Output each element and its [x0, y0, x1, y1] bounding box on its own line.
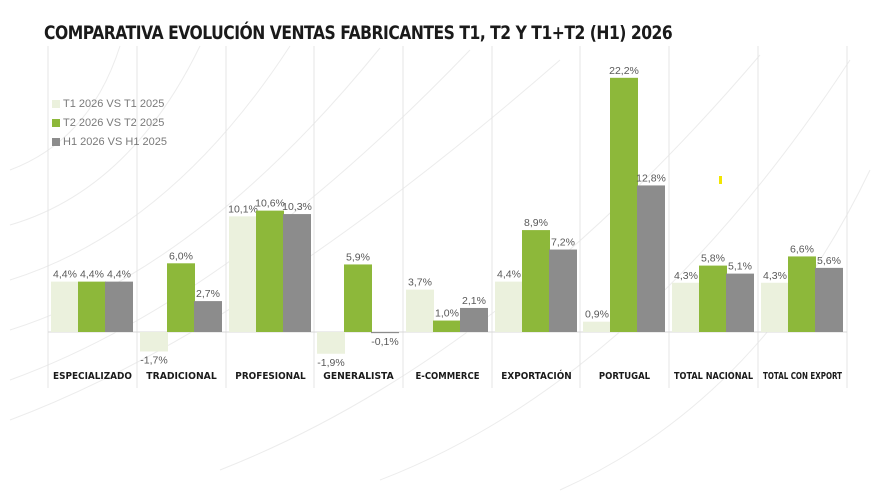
background-curve-4 [9, 45, 201, 226]
legend-label-t2: T2 2026 VS T2 2025 [63, 116, 165, 129]
category-label-0: ESPECIALIZADO [53, 371, 132, 382]
legend-swatch-t2 [52, 118, 60, 127]
bar-h1-3 [371, 332, 399, 334]
bar-h1-4 [460, 307, 488, 332]
data-label-t2-0: 4,4% [80, 269, 104, 281]
bar-t1-6 [583, 321, 611, 332]
bar-t1-1 [140, 332, 168, 352]
bar-t2-1 [167, 263, 195, 332]
category-label-4: E-COMMERCE [416, 371, 480, 382]
category-label-7: TOTAL NACIONAL [674, 371, 754, 382]
legend-item-t2: T2 2026 VS T2 2025 [52, 113, 167, 132]
bar-t2-6 [610, 77, 638, 332]
bar-t2-5 [522, 230, 550, 332]
background-curve-5 [9, 45, 121, 171]
data-label-h1-7: 5,1% [728, 261, 752, 273]
data-label-t1-4: 3,7% [408, 277, 432, 289]
bar-t2-7 [699, 265, 727, 332]
data-label-t2-8: 6,6% [790, 243, 814, 255]
background-curve-8 [559, 169, 871, 491]
data-label-t1-6: 0,9% [585, 309, 609, 321]
data-label-t1-2: 10,1% [228, 203, 258, 215]
chart-marks: 4,4% -1,7% 10,1% -1,9% 3,7% 4,4% 0,9% 4,3% 4,3% 4… [51, 65, 843, 382]
data-label-t2-1: 6,0% [169, 250, 193, 262]
category-label-1: TRADICIONAL [146, 371, 217, 382]
bar-t2-4 [433, 320, 461, 332]
data-label-t1-7: 4,3% [674, 270, 698, 282]
category-label-8: TOTAL CON EXPORT [763, 371, 842, 382]
data-label-t2-6: 22,2% [609, 65, 639, 77]
data-label-h1-4: 2,1% [462, 295, 486, 307]
bar-t1-7 [672, 282, 700, 332]
data-label-t1-8: 4,3% [763, 270, 787, 282]
accent-mark [719, 176, 722, 184]
legend-swatch-t1 [52, 99, 60, 108]
bar-t2-2 [256, 210, 284, 332]
category-label-3: GENERALISTA [323, 371, 394, 382]
category-label-2: PROFESIONAL [235, 371, 306, 382]
bar-h1-8 [815, 267, 843, 332]
bar-h1-6 [637, 185, 665, 332]
legend-swatch-h1 [52, 137, 60, 146]
bar-t1-5 [495, 281, 523, 332]
data-label-h1-8: 5,6% [817, 255, 841, 267]
data-label-h1-2: 10,3% [282, 201, 312, 213]
category-label-5: EXPORTACIÓN [501, 369, 571, 382]
data-label-h1-0: 4,4% [107, 269, 131, 281]
data-label-t1-0: 4,4% [53, 269, 77, 281]
bar-t2-8 [788, 256, 816, 332]
data-label-t2-4: 1,0% [435, 308, 459, 320]
bar-h1-7 [726, 273, 754, 332]
bar-t1-8 [761, 282, 789, 332]
background-curve-3 [9, 45, 291, 281]
data-label-t2-3: 5,9% [346, 251, 370, 263]
data-label-t2-5: 8,9% [524, 217, 548, 229]
data-label-h1-5: 7,2% [551, 237, 575, 249]
bar-h1-5 [549, 249, 577, 332]
legend-label-t1: T1 2026 VS T1 2025 [63, 97, 165, 110]
bar-t1-0 [51, 281, 79, 332]
legend-item-h1: H1 2026 VS H1 2025 [52, 132, 167, 151]
category-label-6: PORTUGAL [599, 371, 651, 382]
data-label-t2-7: 5,8% [701, 253, 725, 265]
bar-t1-3 [317, 332, 345, 354]
background-curve-6 [219, 54, 761, 471]
bar-t1-4 [406, 289, 434, 332]
data-label-t1-5: 4,4% [497, 269, 521, 281]
data-label-t1-3: -1,9% [317, 357, 344, 369]
data-label-h1-6: 12,8% [636, 172, 666, 184]
legend-item-t1: T1 2026 VS T1 2025 [52, 94, 167, 113]
bar-h1-0 [105, 281, 133, 332]
data-label-t1-1: -1,7% [140, 354, 167, 366]
legend: T1 2026 VS T1 2025 T2 2026 VS T2 2025 H1… [52, 94, 167, 151]
bar-t1-2 [229, 216, 257, 332]
legend-label-h1: H1 2026 VS H1 2025 [63, 135, 167, 148]
bar-h1-1 [194, 301, 222, 332]
bar-t2-3 [344, 264, 372, 332]
bar-h1-2 [283, 214, 311, 332]
chart-title: COMPARATIVA EVOLUCIÓN VENTAS FABRICANTES… [44, 22, 673, 44]
data-label-t2-2: 10,6% [255, 198, 285, 210]
data-label-h1-3: -0,1% [371, 336, 398, 348]
bar-t2-0 [78, 281, 106, 332]
data-label-h1-1: 2,7% [196, 288, 220, 300]
